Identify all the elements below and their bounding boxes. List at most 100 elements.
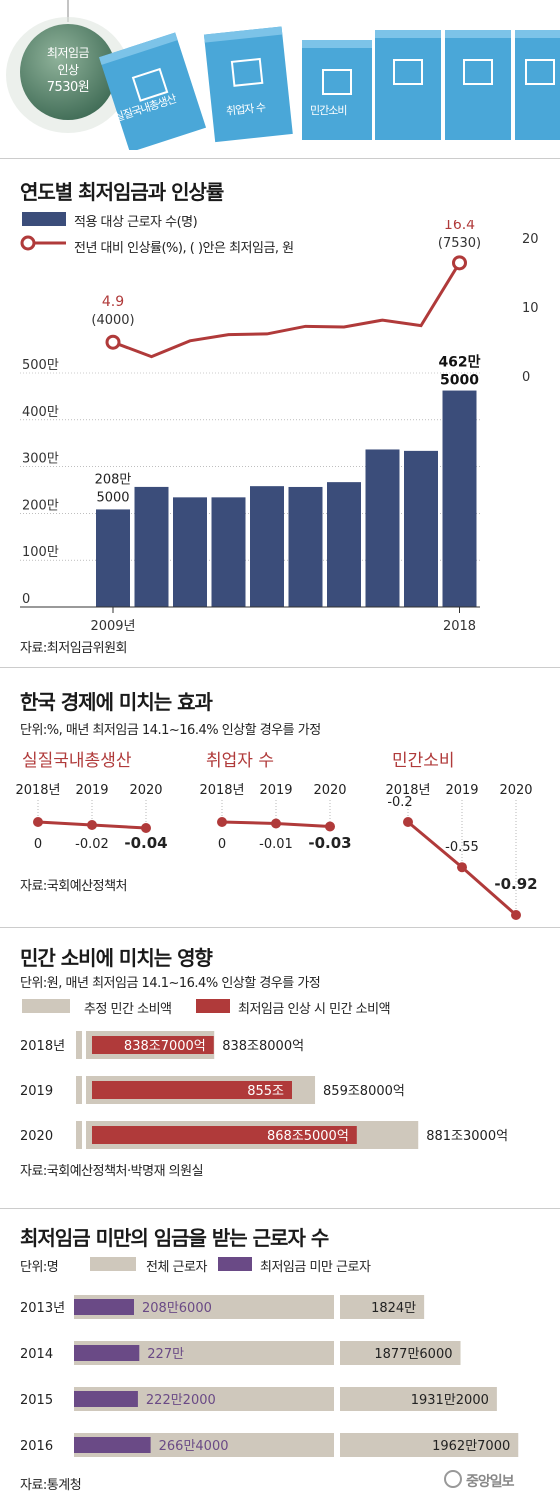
effect-x-label: 2018년 <box>385 783 430 798</box>
below-minimum-chart: 2013년 208만6000 1824만 2014 227만 1877만6000 2015 2… <box>20 1295 519 1457</box>
below-min-label: 227만 <box>147 1347 184 1362</box>
total-workers-label: 1824만 <box>371 1301 416 1316</box>
effect-x-label: 2019 <box>75 783 108 798</box>
rate-label-last: 16.4 <box>444 220 475 233</box>
workers-bar <box>96 509 130 607</box>
effect-point <box>511 910 521 920</box>
consumption-year-label: 2020 <box>20 1129 53 1144</box>
legend-below-label: 최저임금 미만 근로자 <box>260 1260 371 1275</box>
rate-label-first: 4.9 <box>102 294 124 310</box>
workers-bar <box>250 486 284 607</box>
section2-source: 자료:국회예산정책처 <box>20 879 128 894</box>
legend-total-label: 전체 근로자 <box>146 1260 207 1275</box>
section4-title: 최저임금 미만의 임금을 받는 근로자 수 <box>20 1226 329 1250</box>
estimated-consumption-label: 859조8000억 <box>323 1084 405 1099</box>
below-min-label: 266만4000 <box>159 1439 229 1454</box>
effect-panel-title: 취업자 수 <box>206 751 274 771</box>
effect-point <box>141 823 151 833</box>
section1-source: 자료:최저임금위원회 <box>20 641 128 656</box>
workers-bar <box>442 390 477 607</box>
raised-consumption-label: 855조 <box>247 1084 284 1099</box>
ball-line2: 인상 <box>57 63 79 77</box>
legend-line-label: 전년 대비 인상률(%), ( )안은 최저임금, 원 <box>74 241 294 256</box>
effect-point <box>87 820 97 830</box>
rate-line <box>112 262 461 359</box>
section2-title: 한국 경제에 미치는 효과 <box>20 690 213 714</box>
rate-label-last: (7530) <box>438 236 481 251</box>
estimated-consumption-label: 881조3000억 <box>426 1129 508 1144</box>
legend-estimated-swatch <box>22 999 70 1013</box>
y-tick-label: 0 <box>22 592 30 607</box>
ball-line1: 최저임금 <box>46 46 90 60</box>
total-workers-label: 1962만7000 <box>432 1439 510 1454</box>
section3-title: 민간 소비에 미치는 영향 <box>20 946 213 970</box>
y-tick-label: 100만 <box>22 545 59 560</box>
domino-block <box>99 32 207 150</box>
effect-value-label: -0.03 <box>308 834 351 852</box>
workers-bar <box>211 497 246 607</box>
block-label-consumption: 민간소비 <box>310 104 347 117</box>
x-tick-label: 2018 <box>443 619 476 634</box>
domino-block <box>203 26 293 143</box>
rate-y-tick-label: 0 <box>522 370 530 385</box>
x-tick-label: 2009년 <box>90 619 135 634</box>
workers-bar <box>327 482 361 607</box>
legend-line-swatch <box>20 235 66 251</box>
effect-value-label: -0.2 <box>387 795 412 810</box>
section4-unit: 단위:명 <box>20 1260 59 1275</box>
legend-below-swatch <box>218 1257 252 1271</box>
workers-bar <box>134 486 169 607</box>
workers-bar <box>173 497 207 607</box>
below-min-bar <box>74 1437 151 1453</box>
factory-icon <box>463 59 493 85</box>
below-year-label: 2015 <box>20 1393 53 1408</box>
rate-y-tick-label: 20 <box>522 232 539 247</box>
total-workers-bar <box>340 1433 519 1457</box>
section4-source: 자료:통계청 <box>20 1478 82 1493</box>
below-year-label: 2016 <box>20 1439 53 1454</box>
total-workers-label: 1931만2000 <box>411 1393 489 1408</box>
effect-panel-title: 민간소비 <box>392 751 455 771</box>
bar-label-first: 208만 <box>95 472 132 487</box>
raised-consumption-bar <box>92 1126 357 1144</box>
below-min-bar <box>74 1345 140 1361</box>
y-tick-label: 500만 <box>22 358 59 373</box>
effect-x-label: 2020 <box>129 783 162 798</box>
effect-value-label: -0.02 <box>75 837 109 852</box>
below-year-label: 2014 <box>20 1347 53 1362</box>
total-workers-bar <box>340 1295 425 1319</box>
ball-line3: 7530원 <box>46 80 90 95</box>
effect-panel-title: 실질국내총생산 <box>22 751 132 771</box>
legend-bar-label: 적용 대상 근로자 수(명) <box>74 215 198 230</box>
legend-bar-swatch <box>22 212 66 226</box>
effect-x-label: 2018년 <box>199 783 244 798</box>
domino-block <box>445 30 511 140</box>
effect-point <box>325 821 335 832</box>
economy-effects-chart: 실질국내총생산 2018년 2019 2020 0 -0.02 -0.04 취업자 수 2018… <box>15 751 538 920</box>
effect-value-label: -0.04 <box>124 834 167 852</box>
effect-value-label: 0 <box>34 837 42 852</box>
rate-point <box>105 334 121 350</box>
effect-point <box>457 862 467 873</box>
effect-x-label: 2019 <box>445 783 478 798</box>
box-icon <box>322 69 352 95</box>
bar-label-last: 462만 <box>438 355 480 371</box>
workers-bar <box>365 449 400 607</box>
rate-y-tick-label: 10 <box>522 301 539 316</box>
bar-label-first: 5000 <box>96 490 129 505</box>
rate-point <box>452 255 467 271</box>
rate-label-first: (4000) <box>91 313 134 328</box>
effect-value-label: -0.55 <box>445 840 479 855</box>
effect-value-label: -0.92 <box>494 875 537 893</box>
y-tick-label: 400만 <box>22 405 59 420</box>
total-workers-label: 1877만6000 <box>374 1347 452 1362</box>
effect-x-label: 2019 <box>259 783 292 798</box>
effect-x-label: 2018년 <box>15 783 60 798</box>
building-icon <box>525 59 555 85</box>
section1-title: 연도별 최저임금과 인상률 <box>20 180 224 204</box>
wallet-icon <box>131 67 169 102</box>
section2-unit: 단위:%, 매년 최저임금 14.1~16.4% 인상할 경우를 가정 <box>20 723 321 738</box>
below-min-label: 208만6000 <box>142 1301 212 1316</box>
raised-consumption-bar <box>92 1036 214 1054</box>
workers-bar <box>288 486 323 607</box>
